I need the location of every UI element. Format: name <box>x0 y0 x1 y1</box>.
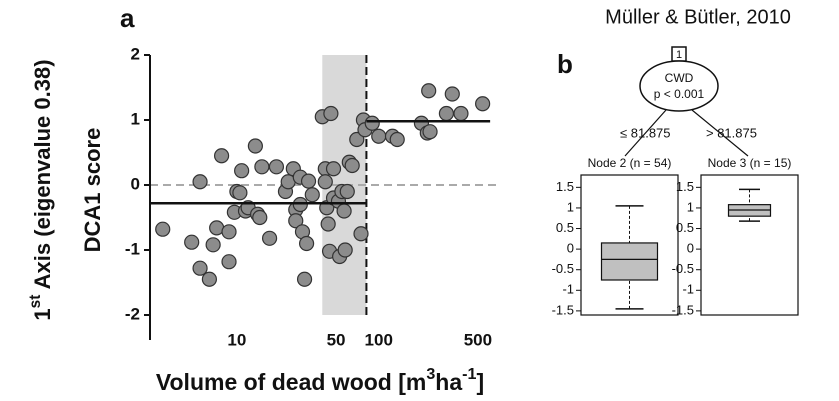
y-tick-label: -2 <box>125 304 140 323</box>
point <box>254 159 270 175</box>
point <box>323 105 339 122</box>
point <box>288 213 304 229</box>
y-tick-label: 2 <box>131 44 140 63</box>
x-tick-label: 100 <box>365 330 393 349</box>
y-tick-label: 0 <box>687 241 694 256</box>
y-tick-label: 0 <box>567 241 574 256</box>
y-axis-label: DCA1 score <box>80 128 105 253</box>
point <box>234 163 250 179</box>
x-axis-label-part: ] <box>476 369 484 395</box>
edge <box>624 109 667 157</box>
panel-label: a <box>120 3 135 33</box>
split-right: > 81.875 <box>706 125 757 140</box>
node-label: Node 3 (n = 15) <box>708 156 792 170</box>
point <box>296 271 313 287</box>
x-tick-label: 50 <box>327 330 346 349</box>
y-axis-label: 1st Axis (eigenvalue 0.38) <box>27 59 55 320</box>
point <box>339 183 355 200</box>
point <box>201 271 218 287</box>
x-axis-label: Volume of dead wood [m3ha-1] <box>156 365 484 395</box>
credit: Müller & Bütler, 2010 <box>605 6 791 28</box>
y-tick-label: -1.5 <box>672 302 694 317</box>
split-variable: CWD <box>665 71 694 85</box>
point <box>247 138 263 154</box>
edge <box>691 109 749 157</box>
node-id: 1 <box>676 49 682 61</box>
y-tick-label: 0.5 <box>556 220 574 235</box>
point <box>221 254 237 270</box>
y-tick-label: -0.5 <box>672 261 694 276</box>
split-left: ≤ 81.875 <box>620 125 671 140</box>
point <box>298 235 315 252</box>
point <box>304 187 320 203</box>
point <box>421 83 437 99</box>
point <box>252 209 268 226</box>
point <box>337 242 353 258</box>
point <box>192 260 208 276</box>
y-tick-label: -1 <box>125 239 140 258</box>
split-node <box>639 60 719 112</box>
point <box>205 237 221 253</box>
split-p: p < 0.001 <box>654 87 705 101</box>
y-axis-label-part: 1 <box>30 308 55 320</box>
x-tick-label: 500 <box>464 330 492 349</box>
y-tick-label: 1.5 <box>676 179 694 194</box>
node-label: Node 2 (n = 54) <box>588 156 672 170</box>
point <box>221 224 237 240</box>
point <box>475 96 491 112</box>
y-tick-label: 0 <box>131 174 140 193</box>
point <box>292 196 308 213</box>
point <box>422 124 438 140</box>
y-tick-label: -1 <box>562 282 574 297</box>
panel-label: b <box>557 49 573 79</box>
point <box>444 86 460 102</box>
point <box>192 174 208 190</box>
y-axis-label-part: DCA1 score <box>80 128 105 253</box>
point <box>389 131 405 148</box>
y-tick-label: 1 <box>687 199 694 214</box>
point <box>184 234 200 250</box>
point <box>349 131 365 148</box>
box <box>600 242 659 281</box>
point <box>268 159 285 175</box>
point <box>438 105 455 122</box>
point <box>155 221 171 237</box>
y-tick-label: 1 <box>131 109 140 128</box>
point <box>232 185 248 201</box>
y-tick-label: 1.5 <box>556 179 574 194</box>
point <box>353 226 369 242</box>
point <box>336 203 352 219</box>
y-axis-label-part: st <box>27 295 44 309</box>
y-tick-label: -1 <box>682 282 694 297</box>
x-axis-label-part: ha <box>435 369 462 395</box>
point <box>317 174 333 190</box>
point <box>325 161 342 177</box>
point <box>320 216 336 232</box>
y-tick-label: 0.5 <box>676 220 694 235</box>
y-tick-label: -1.5 <box>552 302 574 317</box>
point <box>453 105 469 122</box>
point <box>364 115 380 131</box>
x-tick-label: 10 <box>227 330 246 349</box>
point <box>213 148 230 164</box>
point <box>300 173 317 189</box>
point <box>261 230 278 246</box>
point <box>371 128 387 144</box>
y-tick-label: 1 <box>567 199 574 214</box>
x-axis-label-part: 3 <box>426 365 435 383</box>
node-frame <box>700 174 799 316</box>
point <box>344 157 360 174</box>
x-axis-label-part: -1 <box>462 365 476 383</box>
x-axis-label-part: Volume of dead wood [m <box>156 369 426 395</box>
y-axis-label-part: Axis (eigenvalue 0.38) <box>30 59 55 294</box>
y-tick-label: -0.5 <box>552 261 574 276</box>
